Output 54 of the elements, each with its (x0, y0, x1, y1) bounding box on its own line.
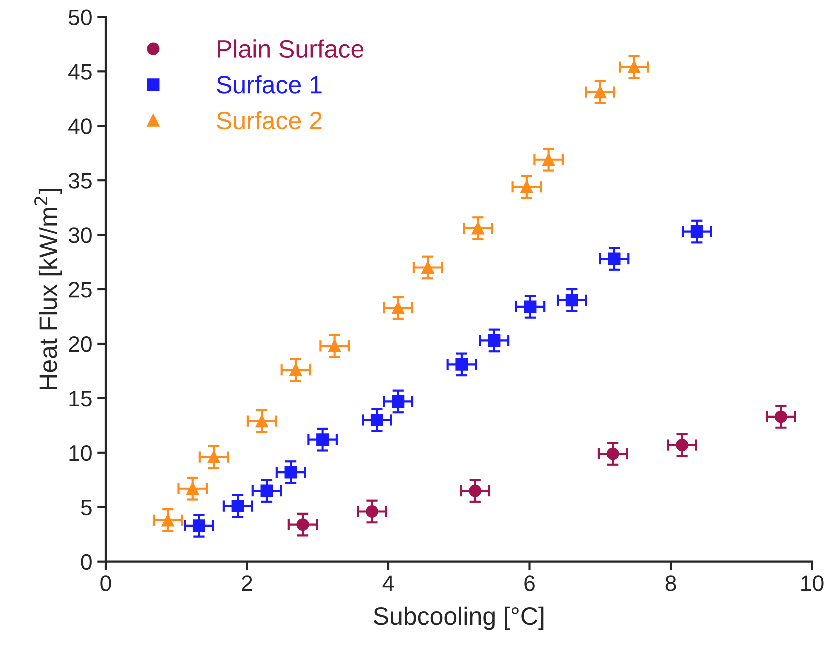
point (594, 86, 607, 99)
point (566, 294, 578, 307)
y-tick-label: 15 (70, 391, 92, 407)
point (316, 434, 330, 446)
x-tick-label: 6 (524, 576, 535, 592)
point (542, 154, 556, 166)
y-tick-label: 10 (70, 445, 92, 462)
point (488, 334, 501, 347)
point (469, 484, 482, 498)
point (208, 451, 220, 464)
x-tick-label: 10 (802, 576, 824, 592)
point (422, 261, 434, 274)
point (524, 300, 537, 314)
point (392, 302, 405, 314)
point (186, 482, 200, 496)
point (472, 222, 484, 235)
y-tick-label: 0 (81, 554, 92, 570)
x-tick-label: 4 (382, 576, 394, 592)
point (162, 514, 174, 527)
point (774, 410, 788, 424)
x-tick-label: 8 (666, 576, 676, 592)
y-tick-label: 40 (68, 118, 92, 134)
point (456, 358, 468, 371)
point (366, 505, 379, 518)
point (392, 395, 405, 408)
point (520, 180, 534, 194)
point (608, 252, 621, 266)
y-tick-label: 20 (69, 336, 92, 352)
point (260, 484, 274, 498)
point (256, 415, 268, 428)
point (296, 518, 310, 532)
legend-label: Surface 2 (217, 111, 322, 130)
point (370, 414, 384, 426)
point (690, 226, 704, 238)
point (606, 448, 620, 460)
point (284, 466, 298, 479)
y-axis-title: Heat Flux [kW/m$^{2}$] (34, 189, 62, 390)
point (676, 439, 689, 452)
point (628, 61, 641, 74)
legend-label: Surface 1 (217, 76, 322, 94)
point (328, 340, 342, 352)
y-tick-label: 25 (69, 282, 92, 298)
y-tick-label: 50 (68, 10, 92, 26)
y-tick-label: 45 (68, 64, 92, 80)
legend-label: Plain Surface (218, 40, 364, 58)
point (290, 364, 302, 376)
y-tick-label: 30 (68, 228, 92, 244)
x-tick-label: 0 (100, 576, 112, 592)
point (232, 500, 244, 513)
x-tick-label: 2 (242, 576, 252, 592)
point (192, 520, 206, 532)
y-tick-label: 5 (81, 500, 92, 516)
x-axis-title: Subcooling [°C] (374, 606, 544, 630)
y-tick-label: 35 (68, 173, 92, 189)
